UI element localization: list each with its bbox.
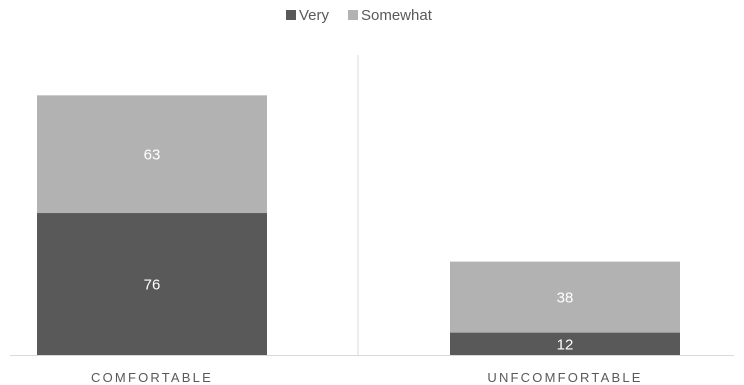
legend-label-somewhat: Somewhat (361, 7, 433, 24)
data-labels: 76 63 12 38 (144, 147, 574, 354)
category-labels: COMFORTABLE UNFCOMFORTABLE (91, 370, 642, 385)
bar-comfortable-somewhat (37, 95, 267, 214)
legend: Very Somewhat (286, 7, 433, 24)
category-label-comfortable: COMFORTABLE (91, 370, 213, 385)
data-label-comfortable-very: 76 (144, 277, 161, 294)
legend-label-very: Very (299, 7, 330, 24)
category-label-unfcomfortable: UNFCOMFORTABLE (487, 370, 642, 385)
data-label-unfcomfortable-very: 12 (557, 336, 574, 353)
bars (37, 95, 680, 355)
bar-unfcomfortable-somewhat (450, 261, 680, 333)
bar-unfcomfortable-very (450, 332, 680, 355)
data-label-unfcomfortable-somewhat: 38 (557, 290, 574, 307)
legend-swatch-somewhat (348, 10, 358, 20)
data-label-comfortable-somewhat: 63 (144, 147, 161, 164)
bar-comfortable-very (37, 213, 267, 355)
legend-swatch-very (286, 10, 296, 20)
